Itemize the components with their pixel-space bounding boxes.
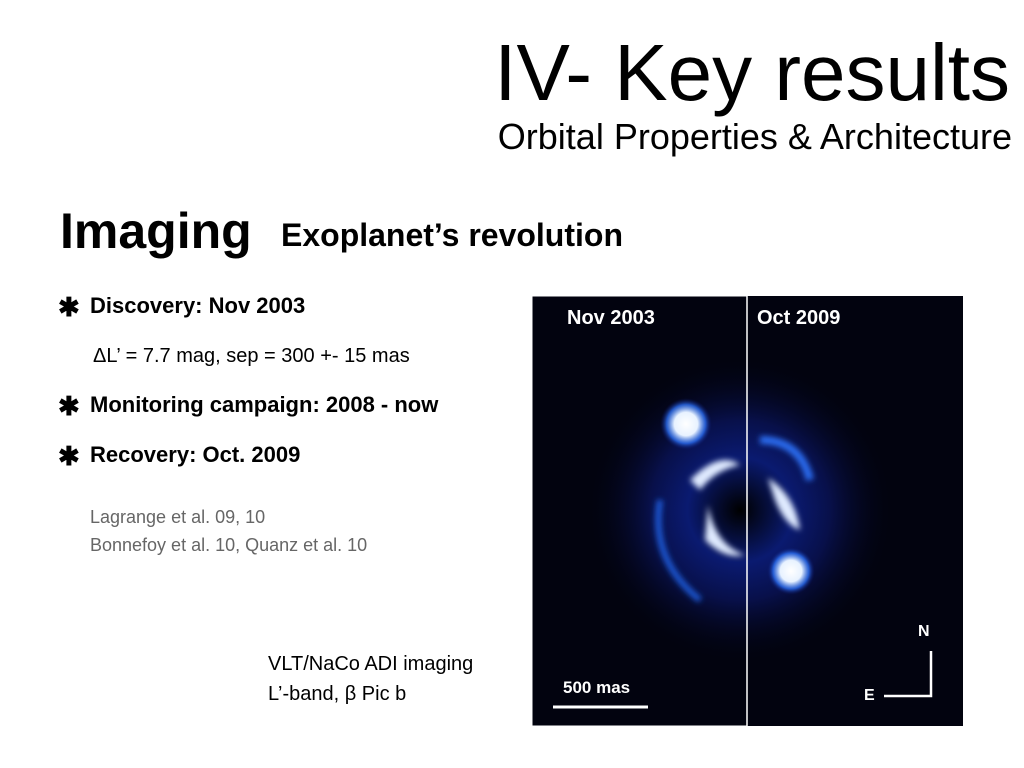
panel-label: Oct 2009 [757,307,840,329]
subtitle: Orbital Properties & Architecture [498,116,1012,157]
bullet-icon: ✱ [58,391,80,421]
caption: L’-band, β Pic b [268,683,406,705]
bullet-icon: ✱ [58,292,80,322]
section-heading: Imaging [60,203,252,259]
compass-east: E [864,687,875,704]
bullet: Recovery: Oct. 2009 [90,442,300,467]
compass-north: N [918,623,930,640]
astro-image: Nov 2003 Oct 2009 500 mas N E [531,295,963,727]
bullet-icon: ✱ [58,441,80,471]
bullet: Discovery: Nov 2003 [90,293,305,318]
scale-label: 500 mas [563,678,630,697]
bullet: Monitoring campaign: 2008 - now [90,392,439,417]
reference: Lagrange et al. 09, 10 [90,507,265,527]
reference: Bonnefoy et al. 10, Quanz et al. 10 [90,535,367,555]
halo [590,360,890,660]
section-subheading: Exoplanet’s revolution [281,217,623,253]
caption: VLT/NaCo ADI imaging [268,653,473,675]
planet [660,398,712,450]
bullet-list: ✱ Discovery: Nov 2003 ΔL’ = 7.7 mag, sep… [58,292,439,471]
compass [884,651,933,698]
residuals [655,436,814,603]
title: IV- Key results [494,28,1010,117]
detail: ΔL’ = 7.7 mag, sep = 300 +- 15 mas [93,345,410,367]
planet [767,547,815,595]
panel-label: Nov 2003 [567,307,655,329]
